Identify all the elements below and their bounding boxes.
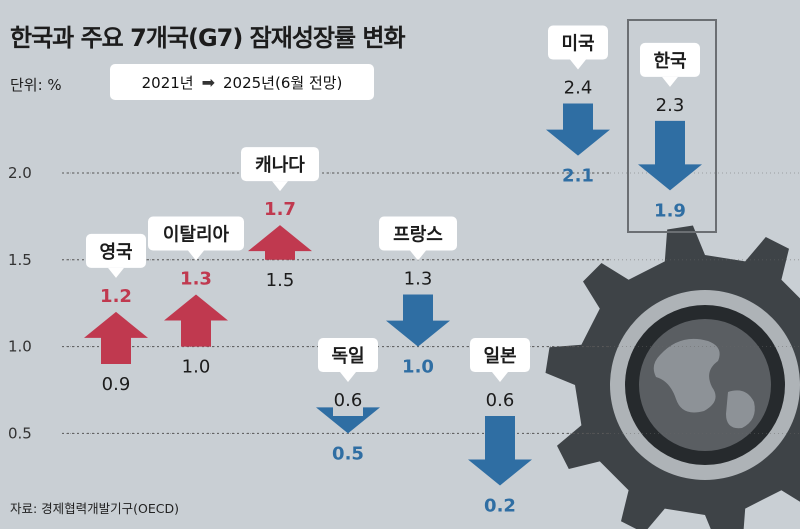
country-name: 독일 (331, 346, 364, 367)
right-arrow-icon: ➡ (201, 72, 215, 92)
country-label-box (86, 233, 146, 268)
country-name: 영국 (99, 242, 132, 263)
label-pointer (410, 250, 426, 261)
up-arrow-mark (84, 311, 148, 364)
label-pointer (272, 181, 288, 192)
value-label-2021: 0.9 (102, 374, 131, 395)
country-label-box (548, 25, 608, 60)
value-label-2021: 0.6 (486, 390, 515, 411)
country-name: 일본 (483, 346, 516, 367)
value-label-2025: 1.2 (100, 286, 132, 307)
value-label-2025: 1.3 (180, 269, 212, 290)
country-label-box (148, 216, 244, 251)
y-tick-label: 1.0 (8, 338, 32, 356)
country-name: 미국 (561, 34, 594, 55)
down-arrow-mark (386, 294, 450, 347)
value-label-2025: 1.9 (654, 200, 686, 221)
country-label-box (241, 147, 319, 182)
label-pointer (340, 372, 356, 383)
korea-highlight-frame (627, 19, 717, 233)
value-label-2025: 0.5 (332, 443, 364, 464)
label-pointer (492, 372, 508, 383)
globe-continent (726, 390, 755, 429)
value-label-2021: 0.6 (334, 390, 363, 411)
source-note: 자료: 경제협력개발기구(OECD) (10, 501, 180, 516)
country-name: 한국 (653, 51, 686, 72)
country-name: 이탈리아 (163, 225, 230, 246)
label-pointer (188, 250, 204, 261)
period-from: 2021년 (141, 73, 194, 92)
period-legend: 2021년 ➡ 2025년(6월 전망) (110, 64, 374, 100)
label-pointer (662, 76, 678, 87)
period-to: 2025년(6월 전망) (223, 73, 343, 92)
value-label-2025: 1.0 (402, 357, 434, 378)
label-pointer (570, 59, 586, 70)
y-tick-label: 0.5 (8, 424, 32, 442)
value-label-2021: 1.0 (182, 357, 211, 378)
value-label-2021: 1.3 (404, 269, 433, 290)
globe-continent (653, 338, 720, 413)
country-label-box (640, 42, 700, 77)
gear-globe-illustration (545, 225, 800, 529)
country-name: 프랑스 (393, 225, 443, 246)
value-label-2025: 1.7 (264, 199, 296, 220)
value-label-2021: 1.5 (266, 270, 295, 291)
down-arrow-mark (638, 120, 702, 191)
y-tick-label: 2.0 (8, 164, 32, 182)
chart-marks: 0.9 1.2 영국 1.0 1.3 이탈리아 1.5 1.7 캐나다 0.6 0.5 독일 1.3 1.… (84, 19, 717, 516)
value-label-2025: 0.2 (484, 495, 516, 516)
country-label-box (318, 338, 378, 373)
down-arrow-mark (468, 416, 532, 486)
unit-label: 단위: % (10, 76, 62, 94)
value-label-2021: 2.3 (656, 95, 685, 116)
down-arrow-mark (316, 407, 380, 434)
value-label-2025: 2.1 (562, 166, 594, 187)
up-arrow-mark (164, 294, 228, 347)
down-arrow-mark (546, 103, 610, 156)
y-tick-label: 1.5 (8, 251, 32, 269)
country-label-box (470, 338, 530, 373)
country-name: 캐나다 (255, 155, 305, 176)
value-label-2021: 2.4 (564, 78, 593, 99)
country-label-box (379, 216, 457, 251)
chart-title: 한국과 주요 7개국(G7) 잠재성장률 변화 (10, 24, 406, 52)
label-pointer (108, 267, 124, 278)
up-arrow-mark (248, 225, 312, 260)
